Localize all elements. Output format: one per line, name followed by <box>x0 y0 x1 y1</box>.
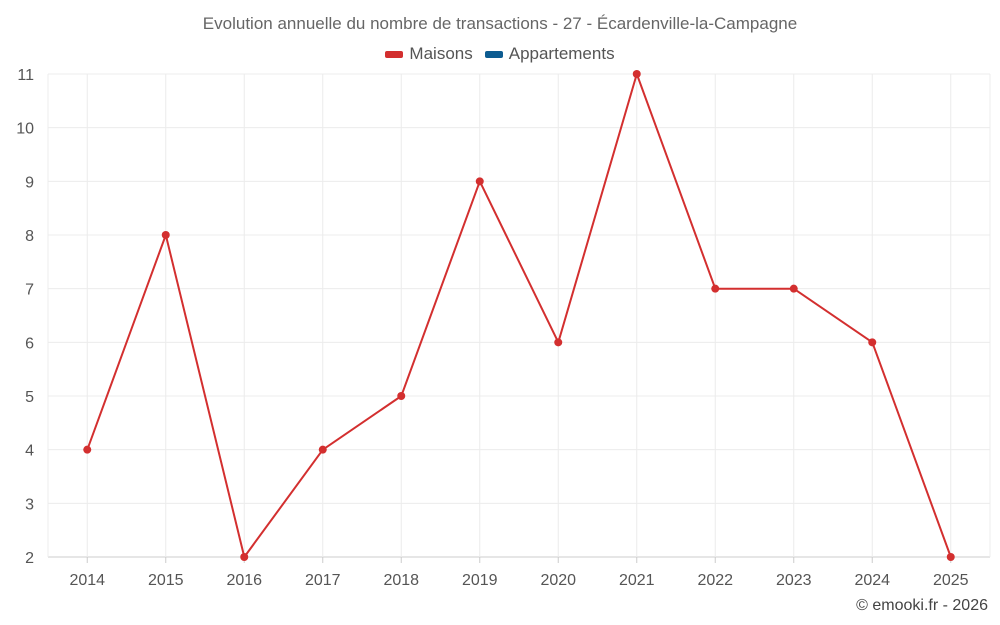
appartements-swatch-icon <box>484 50 503 58</box>
legend-item-appartements[interactable]: Appartements <box>484 44 615 64</box>
legend-label-appartements: Appartements <box>508 44 615 63</box>
x-tick-label: 2019 <box>462 572 498 589</box>
y-tick-label: 2 <box>25 550 34 567</box>
x-tick-label: 2018 <box>383 572 419 589</box>
legend-label-maisons: Maisons <box>409 44 473 63</box>
x-tick-label: 2014 <box>69 572 105 589</box>
credit-text: © emooki.fr - 2026 <box>856 597 988 614</box>
data-point <box>83 445 92 454</box>
x-tick-label: 2020 <box>540 572 576 589</box>
x-tick-label: 2017 <box>305 572 341 589</box>
grid <box>47 73 991 558</box>
data-point <box>475 177 484 186</box>
data-point <box>868 338 877 347</box>
data-point <box>711 284 720 293</box>
x-tick-label: 2022 <box>697 572 733 589</box>
data-point <box>397 392 406 400</box>
legend: Maisons Appartements <box>0 44 1000 64</box>
x-tick-label: 2016 <box>226 572 262 589</box>
series-line <box>86 73 952 558</box>
maisons-swatch-icon <box>385 50 404 58</box>
x-tick-label: 2024 <box>854 572 890 589</box>
y-tick-label: 7 <box>25 282 34 299</box>
y-tick-label: 5 <box>25 389 34 406</box>
x-tick-label: 2015 <box>148 572 184 589</box>
y-axis: 2 3 4 5 6 7 8 9 10 11 <box>16 67 34 567</box>
data-point <box>318 445 327 454</box>
data-point <box>789 284 798 293</box>
y-tick-label: 9 <box>25 174 34 191</box>
data-point <box>632 70 641 78</box>
data-point <box>161 231 170 239</box>
y-tick-label: 3 <box>25 496 34 513</box>
data-point <box>554 338 563 347</box>
y-tick-label: 8 <box>25 228 34 245</box>
y-tick-label: 11 <box>17 67 34 84</box>
y-tick-label: 6 <box>25 335 34 352</box>
data-point <box>240 553 249 561</box>
x-tick-label: 2025 <box>933 572 969 589</box>
x-tick-label: 2021 <box>619 572 655 589</box>
data-point <box>946 553 955 561</box>
x-tick-label: 2023 <box>776 572 812 589</box>
y-tick-label: 4 <box>25 443 34 460</box>
chart-title: Evolution annuelle du nombre de transact… <box>202 14 798 33</box>
y-tick-label: 10 <box>16 121 34 138</box>
series-maisons <box>83 70 955 561</box>
x-axis: 2014 2015 2016 2017 2018 2019 2020 2021 2022 2023… <box>69 557 969 589</box>
legend-item-maisons[interactable]: Maisons <box>385 44 473 64</box>
